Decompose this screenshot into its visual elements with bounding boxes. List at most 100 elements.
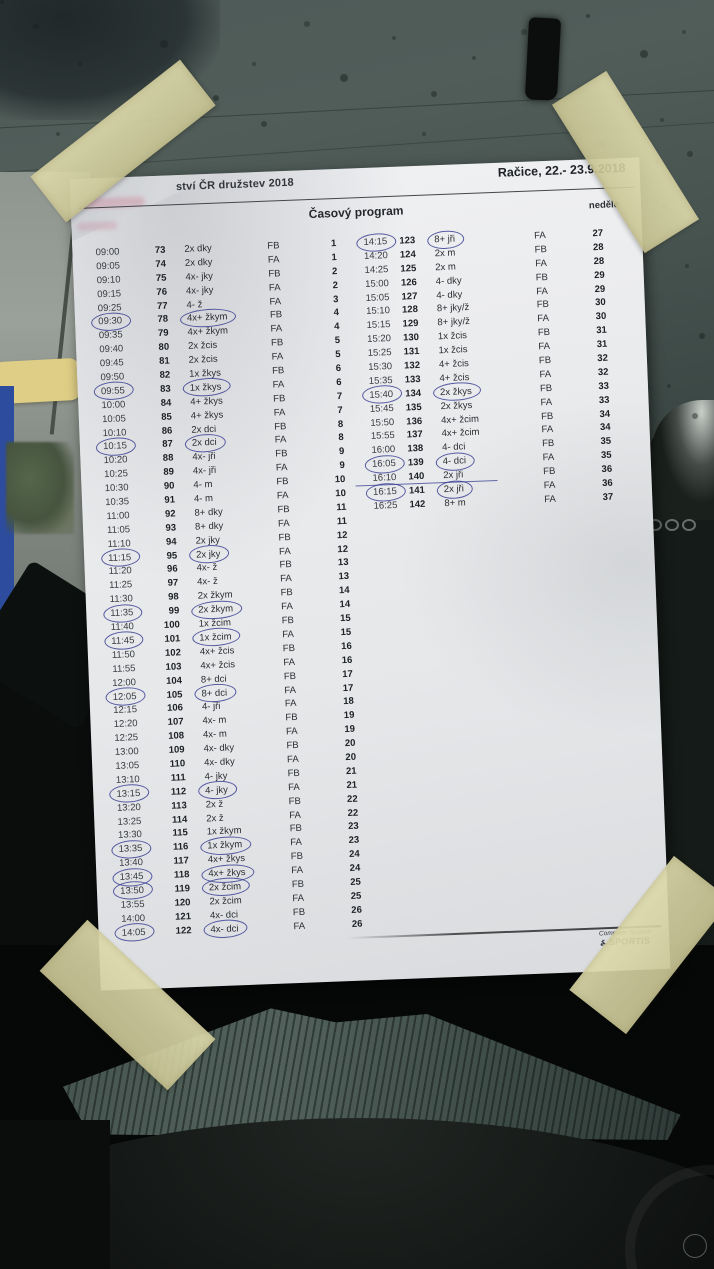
pen-circle-mark: 4- dci: [442, 455, 467, 468]
time-cell: 16:25: [373, 499, 398, 512]
race-number-cell: 138: [407, 443, 424, 455]
group-number-cell: 1: [331, 251, 338, 264]
group-number-cell: 5: [334, 335, 341, 347]
reflection-highlights: [648, 518, 708, 531]
dashboard: [0, 1118, 714, 1269]
race-number-cell: 130: [402, 332, 420, 344]
pen-circle-mark: 15:40: [369, 388, 394, 401]
pen-circle-mark: 14:15: [363, 236, 388, 249]
group-number-cell: 2: [331, 265, 338, 278]
group-number-cell: 29: [593, 269, 605, 281]
pen-circle-mark: 1x žkys: [189, 381, 222, 394]
group-number-cell: 34: [599, 408, 611, 420]
pen-circle-mark: 4- jky: [204, 784, 229, 797]
group-number-cell: 8: [338, 432, 344, 444]
group-number-cell: 2: [332, 279, 339, 291]
pen-circle-mark: 14:05: [121, 926, 146, 939]
group-number-cell: 4: [333, 321, 340, 333]
final-cell: FB: [280, 587, 294, 599]
pen-circle-mark: 10:15: [102, 440, 128, 453]
final-cell: FB: [288, 795, 302, 807]
final-cell: FB: [274, 420, 287, 433]
pen-circle-mark: 09:30: [98, 315, 123, 328]
group-number-cell: 35: [600, 436, 612, 448]
pen-circle-mark: 11:35: [110, 607, 134, 620]
final-cell: FA: [270, 323, 283, 335]
group-number-cell: 12: [337, 543, 349, 555]
final-cell: FA: [539, 368, 552, 381]
race-number-cell: 123: [399, 235, 416, 247]
pen-circle-mark: 12:05: [112, 690, 137, 703]
final-cell: FB: [286, 739, 299, 752]
final-cell: FA: [536, 285, 549, 297]
group-number-cell: 28: [592, 241, 604, 254]
group-number-cell: 11: [336, 515, 348, 528]
final-cell: FA: [282, 628, 295, 641]
schedule-table-morning: 09:00 73 2x dky FB 1 09:05 74 2x dky FA 1 09:10 75 4…: [78, 237, 362, 941]
final-cell: FB: [292, 906, 306, 918]
group-number-cell: 17: [342, 682, 354, 694]
group-number-cell: 37: [602, 491, 614, 503]
final-cell: FB: [270, 337, 284, 349]
race-number-cell: 129: [402, 318, 419, 330]
group-number-cell: 34: [599, 422, 611, 434]
race-number-cell: 142: [409, 498, 426, 511]
group-number-cell: 24: [348, 848, 360, 861]
pen-circle-mark: 8+ dci: [201, 687, 228, 700]
group-number-cell: 20: [345, 751, 357, 764]
schedule-sheet: ství ČR družstev 2018 Račice, 22.- 23.9.…: [69, 157, 671, 991]
group-number-cell: 6: [336, 376, 342, 389]
group-number-cell: 36: [601, 477, 613, 490]
race-number-cell: 124: [399, 248, 416, 261]
group-number-cell: 33: [598, 394, 610, 406]
final-cell: FB: [291, 878, 305, 891]
group-number-cell: 28: [593, 255, 605, 267]
group-number-cell: 25: [350, 876, 362, 888]
race-number-cell: 126: [400, 276, 418, 289]
final-cell: FA: [279, 573, 292, 585]
group-number-cell: 3: [332, 293, 339, 305]
dark-object-behind-glass: [524, 17, 562, 101]
pen-circle-mark: 2x žkys: [439, 385, 472, 398]
final-cell: FA: [283, 656, 296, 669]
final-cell: FA: [273, 406, 286, 419]
final-cell: FA: [278, 545, 291, 558]
final-cell: FB: [271, 365, 285, 377]
final-cell: FA: [292, 892, 305, 905]
final-cell: FA: [290, 837, 303, 849]
pen-circle-mark: 09:55: [100, 385, 125, 398]
final-cell: FA: [533, 230, 546, 242]
race-number-cell: 135: [405, 401, 422, 414]
interior-corner-shadow: [0, 1120, 110, 1269]
final-cell: FA: [293, 920, 306, 932]
group-number-cell: 4: [333, 307, 340, 319]
final-cell: FB: [541, 438, 555, 450]
final-cell: FA: [543, 479, 556, 492]
final-cell: FA: [288, 809, 302, 821]
final-cell: FA: [280, 601, 294, 613]
group-number-cell: 23: [347, 821, 359, 833]
group-number-cell: 11: [336, 501, 347, 514]
pen-circle-mark: 1x žkym: [207, 839, 243, 852]
pen-circle-mark: 13:15: [116, 787, 141, 800]
group-number-cell: 7: [337, 404, 343, 416]
final-cell: FA: [541, 424, 554, 436]
schedule-table-afternoon: 14:15 123 8+ jři FA 27 14:20 124 2x m FB 28 14:25 1…: [346, 227, 613, 514]
final-cell: FB: [290, 850, 304, 863]
pen-circle-mark: 2x žcim: [208, 881, 242, 894]
group-number-cell: 30: [595, 311, 607, 323]
pen-circle-mark: 11:15: [107, 551, 132, 564]
group-number-cell: 25: [350, 890, 362, 902]
race-number-cell: 137: [406, 429, 423, 441]
group-number-cell: 19: [344, 723, 356, 736]
pen-circle-mark: 11:45: [111, 635, 135, 647]
final-cell: FB: [279, 559, 292, 571]
group-number-cell: 1: [330, 238, 337, 250]
group-number-cell: 31: [596, 338, 608, 351]
final-cell: FB: [269, 309, 283, 322]
pen-circle-mark: 13:50: [120, 884, 145, 897]
final-cell: FA: [271, 351, 284, 363]
group-number-cell: 16: [341, 654, 353, 666]
group-number-cell: 22: [347, 807, 359, 819]
